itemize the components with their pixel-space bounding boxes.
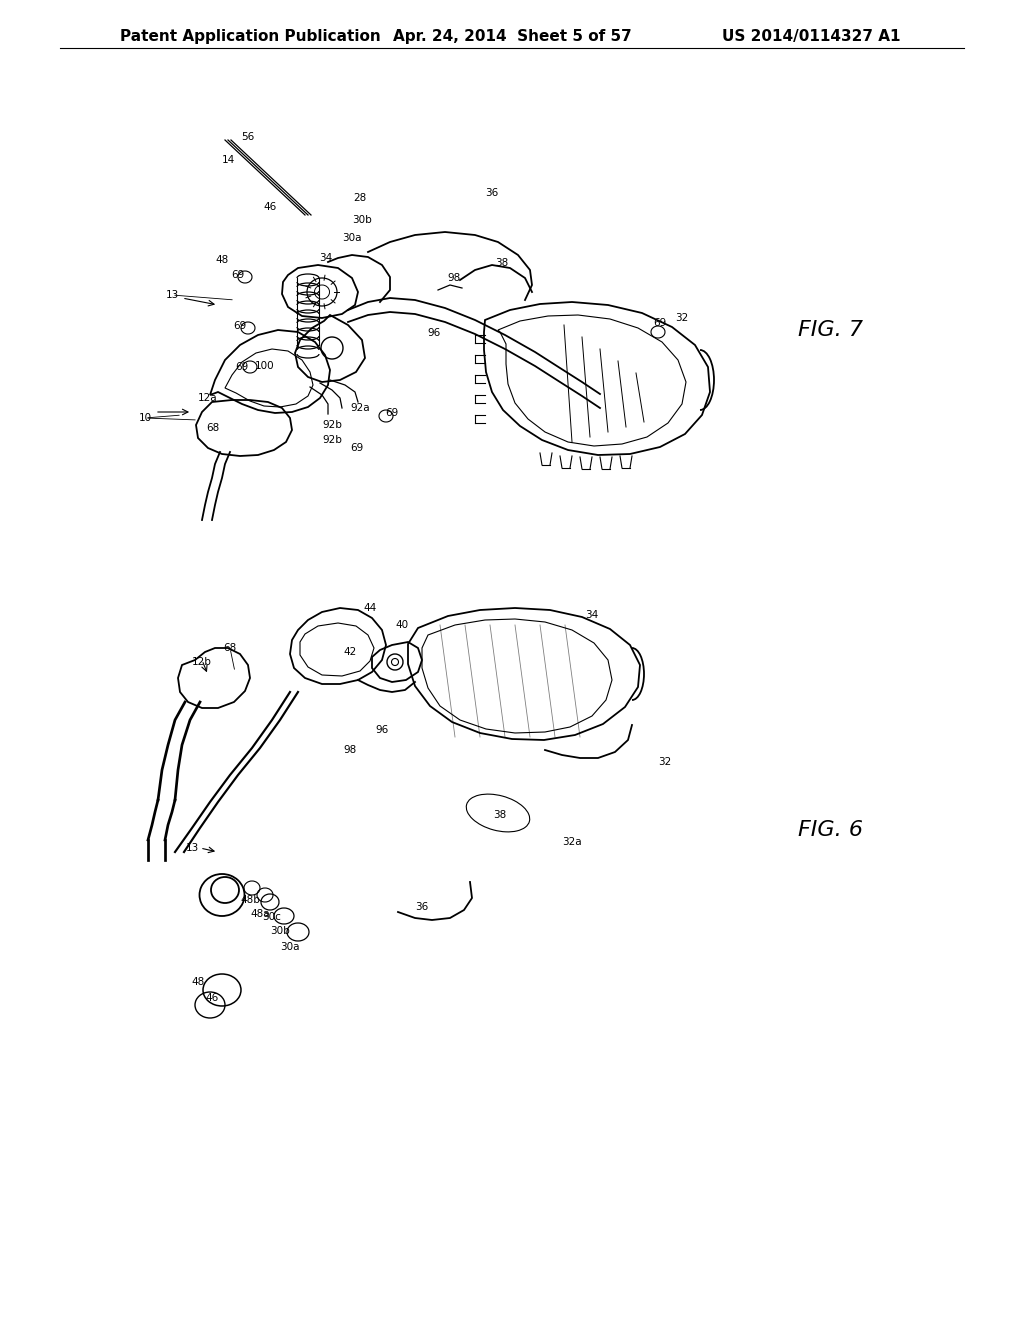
Text: 30a: 30a xyxy=(281,942,300,952)
Text: 69: 69 xyxy=(385,408,398,418)
Text: 96: 96 xyxy=(376,725,389,735)
Text: 92a: 92a xyxy=(350,403,370,413)
Text: 14: 14 xyxy=(221,154,234,165)
Text: FIG. 6: FIG. 6 xyxy=(798,820,862,840)
Text: 92b: 92b xyxy=(323,436,342,445)
Text: 56: 56 xyxy=(242,132,255,143)
Text: 98: 98 xyxy=(447,273,461,282)
Text: 69: 69 xyxy=(231,271,245,280)
Text: 48: 48 xyxy=(191,977,205,987)
Text: 32a: 32a xyxy=(562,837,582,847)
Text: 46: 46 xyxy=(206,993,219,1003)
Text: 48: 48 xyxy=(215,255,228,265)
Text: 38: 38 xyxy=(494,810,507,820)
Text: 34: 34 xyxy=(586,610,599,620)
Text: 36: 36 xyxy=(416,902,429,912)
Text: 92b: 92b xyxy=(323,420,342,430)
Text: 69: 69 xyxy=(236,362,249,372)
Text: 44: 44 xyxy=(364,603,377,612)
Text: FIG. 7: FIG. 7 xyxy=(798,319,862,341)
Text: 32: 32 xyxy=(676,313,688,323)
Text: 13: 13 xyxy=(185,843,199,853)
Text: 34: 34 xyxy=(319,253,333,263)
Text: 46: 46 xyxy=(263,202,276,213)
Text: 32: 32 xyxy=(658,756,672,767)
Text: 40: 40 xyxy=(395,620,409,630)
Text: 100: 100 xyxy=(255,360,274,371)
Text: 42: 42 xyxy=(343,647,356,657)
Text: 30c: 30c xyxy=(262,912,282,921)
Text: 12a: 12a xyxy=(199,393,218,403)
Text: 36: 36 xyxy=(485,187,499,198)
Text: Apr. 24, 2014  Sheet 5 of 57: Apr. 24, 2014 Sheet 5 of 57 xyxy=(392,29,632,45)
Text: 10: 10 xyxy=(138,413,152,422)
Text: Patent Application Publication: Patent Application Publication xyxy=(120,29,381,45)
Text: 68: 68 xyxy=(223,643,237,653)
Text: 30b: 30b xyxy=(352,215,372,224)
Text: 96: 96 xyxy=(427,327,440,338)
Text: 68: 68 xyxy=(207,422,219,433)
Text: 69: 69 xyxy=(653,318,667,327)
Text: 98: 98 xyxy=(343,744,356,755)
Text: 30a: 30a xyxy=(342,234,361,243)
Text: 48a: 48a xyxy=(250,909,269,919)
Text: 69: 69 xyxy=(350,444,364,453)
Text: 30b: 30b xyxy=(270,927,290,936)
Text: 48b: 48b xyxy=(240,895,260,906)
Text: 12b: 12b xyxy=(193,657,212,667)
Text: 13: 13 xyxy=(165,290,178,300)
Text: US 2014/0114327 A1: US 2014/0114327 A1 xyxy=(722,29,900,45)
Text: 28: 28 xyxy=(353,193,367,203)
Text: 38: 38 xyxy=(496,257,509,268)
Text: 69: 69 xyxy=(233,321,247,331)
